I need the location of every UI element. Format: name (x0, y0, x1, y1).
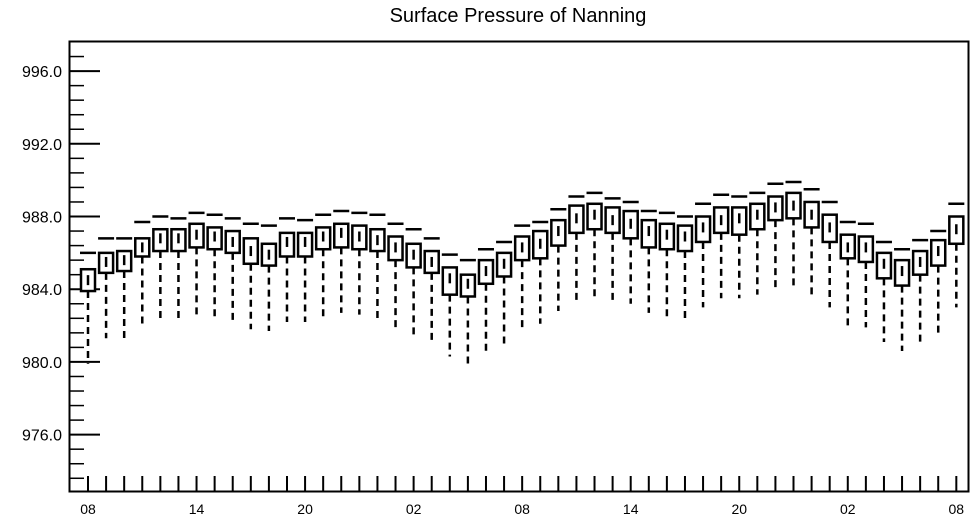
x-tick-label: 08 (949, 501, 965, 517)
y-tick-label: 992.0 (22, 137, 62, 154)
plot-area-frame (68, 40, 970, 493)
x-tick-label: 14 (623, 501, 639, 517)
x-tick-label: 08 (514, 501, 530, 517)
x-tick-label: 02 (406, 501, 422, 517)
x-tick-label: 20 (297, 501, 313, 517)
y-tick-label: 988.0 (22, 210, 62, 227)
y-tick-label: 984.0 (22, 282, 62, 299)
x-tick-label: 20 (731, 501, 747, 517)
x-axis: 08 14 20 02 08 14 20 02 08 (80, 476, 964, 517)
y-tick-label: 976.0 (22, 428, 62, 445)
y-tick-label: 996.0 (22, 64, 62, 81)
x-tick-label: 08 (80, 501, 96, 517)
chart-title: Surface Pressure of Nanning (390, 5, 647, 27)
x-tick-label: 02 (840, 501, 856, 517)
x-tick-label: 14 (189, 501, 205, 517)
y-axis: 996.0 992.0 988.0 984.0 980.0 976.0 (22, 55, 100, 480)
box-series (79, 180, 965, 364)
y-tick-label: 980.0 (22, 355, 62, 372)
